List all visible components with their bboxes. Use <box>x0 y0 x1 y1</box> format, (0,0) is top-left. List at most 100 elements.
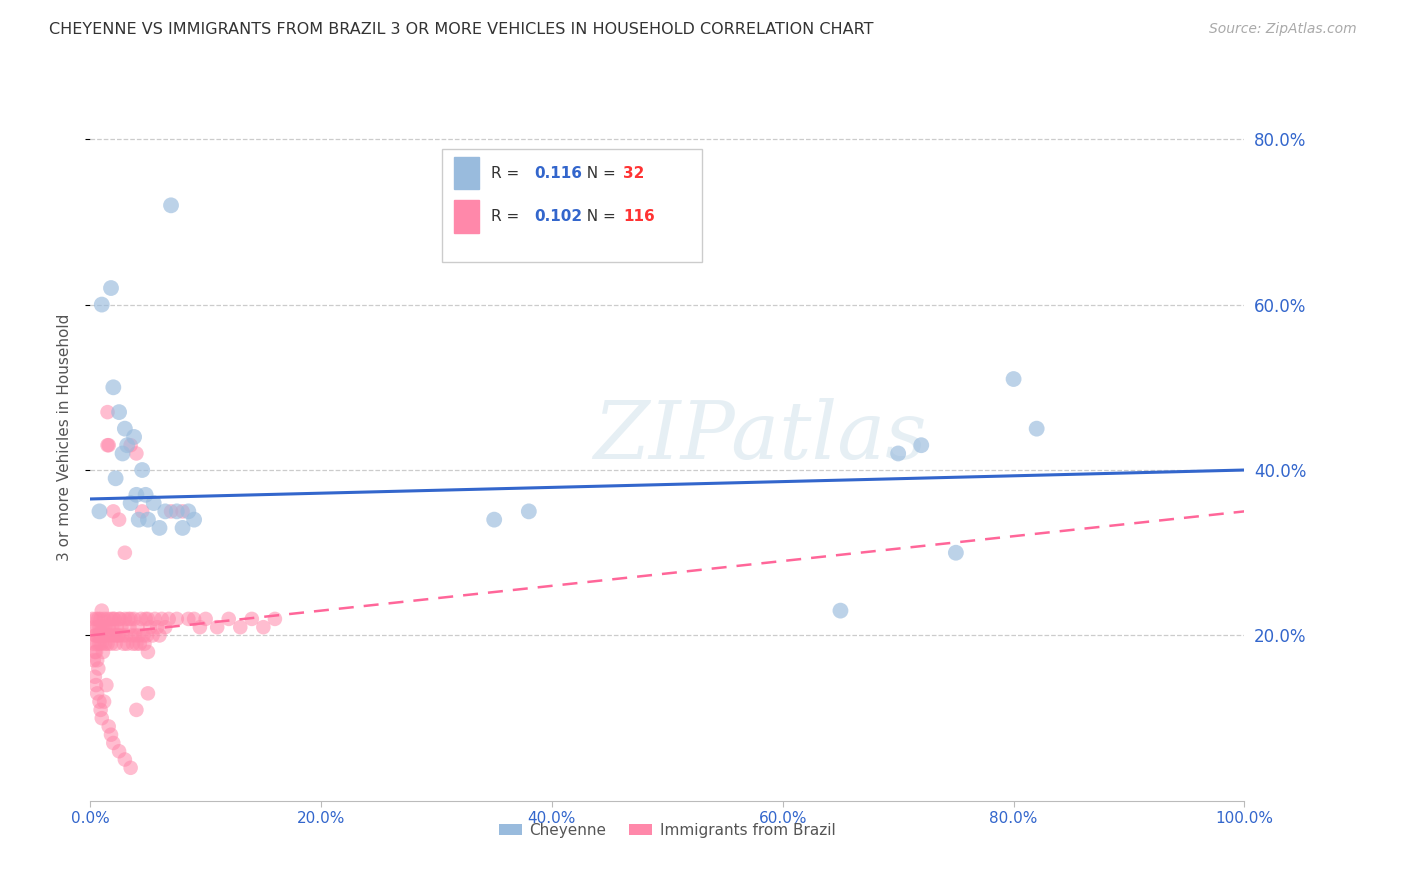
Point <box>115 628 138 642</box>
Text: 0.102: 0.102 <box>534 210 582 224</box>
Point <box>114 546 136 560</box>
Point <box>93 628 115 642</box>
Point <box>93 695 115 709</box>
Point <box>83 653 105 667</box>
Point <box>114 752 136 766</box>
Point <box>93 612 115 626</box>
Point <box>142 496 165 510</box>
Point <box>129 612 152 626</box>
Point <box>910 438 932 452</box>
Point <box>97 719 120 733</box>
Point <box>128 513 150 527</box>
Point <box>125 446 148 460</box>
Point <box>82 612 104 626</box>
Text: 116: 116 <box>623 210 655 224</box>
Point <box>83 628 105 642</box>
Point <box>218 612 240 626</box>
Text: CHEYENNE VS IMMIGRANTS FROM BRAZIL 3 OR MORE VEHICLES IN HOUSEHOLD CORRELATION C: CHEYENNE VS IMMIGRANTS FROM BRAZIL 3 OR … <box>49 22 873 37</box>
Point <box>97 438 120 452</box>
Y-axis label: 3 or more Vehicles in Household: 3 or more Vehicles in Household <box>58 313 72 560</box>
Point <box>86 686 108 700</box>
Point <box>125 637 148 651</box>
FancyBboxPatch shape <box>443 149 702 262</box>
Point <box>120 438 142 452</box>
Bar <box>454 201 479 233</box>
Legend: Cheyenne, Immigrants from Brazil: Cheyenne, Immigrants from Brazil <box>494 817 842 844</box>
Point <box>108 628 131 642</box>
Point <box>135 628 157 642</box>
Point <box>264 612 287 626</box>
Point <box>188 620 211 634</box>
Point <box>240 612 263 626</box>
Point <box>131 463 153 477</box>
Point <box>155 504 177 518</box>
Point <box>83 645 105 659</box>
Bar <box>454 157 479 189</box>
Point <box>229 620 252 634</box>
Point <box>90 620 112 634</box>
Point <box>89 695 111 709</box>
Point <box>183 612 205 626</box>
Text: 32: 32 <box>623 166 645 180</box>
Point <box>104 637 127 651</box>
Point <box>98 628 121 642</box>
Point <box>89 620 111 634</box>
Point <box>148 628 170 642</box>
Point <box>111 446 134 460</box>
Point <box>110 620 132 634</box>
Point <box>150 612 173 626</box>
Point <box>90 711 112 725</box>
Point <box>146 620 169 634</box>
Text: Source: ZipAtlas.com: Source: ZipAtlas.com <box>1209 22 1357 37</box>
Point <box>122 612 145 626</box>
Point <box>122 430 145 444</box>
Point <box>103 736 125 750</box>
Point <box>83 620 105 634</box>
Point <box>177 504 200 518</box>
Point <box>108 513 131 527</box>
Point <box>103 380 125 394</box>
Point <box>945 546 967 560</box>
Point <box>121 628 143 642</box>
Point <box>107 628 129 642</box>
Point <box>89 637 111 651</box>
Point <box>125 488 148 502</box>
Point <box>90 703 112 717</box>
Point <box>134 637 156 651</box>
Point <box>160 504 183 518</box>
Point <box>135 488 157 502</box>
Point <box>1025 422 1047 436</box>
Point <box>482 513 505 527</box>
Point <box>172 504 194 518</box>
Point <box>1002 372 1025 386</box>
Point <box>100 612 122 626</box>
Point <box>83 670 105 684</box>
Point <box>118 620 141 634</box>
Point <box>108 405 131 419</box>
Text: N =: N = <box>578 210 621 224</box>
Text: N =: N = <box>578 166 621 180</box>
Point <box>136 612 159 626</box>
Point <box>96 438 118 452</box>
Point <box>96 405 118 419</box>
Point <box>166 504 188 518</box>
Point <box>90 297 112 311</box>
Point <box>160 198 183 212</box>
Text: ZIPatlas: ZIPatlas <box>593 398 927 475</box>
Point <box>94 637 117 651</box>
Point <box>108 612 131 626</box>
Point <box>125 703 148 717</box>
Point <box>87 661 110 675</box>
Point <box>830 604 852 618</box>
Point <box>96 678 118 692</box>
Point <box>135 612 157 626</box>
Point <box>84 645 107 659</box>
Point <box>194 612 217 626</box>
Text: 0.116: 0.116 <box>534 166 582 180</box>
Point <box>128 628 150 642</box>
Point <box>177 612 200 626</box>
Point <box>104 471 127 485</box>
Point <box>112 637 135 651</box>
Point <box>103 504 125 518</box>
Point <box>252 620 274 634</box>
